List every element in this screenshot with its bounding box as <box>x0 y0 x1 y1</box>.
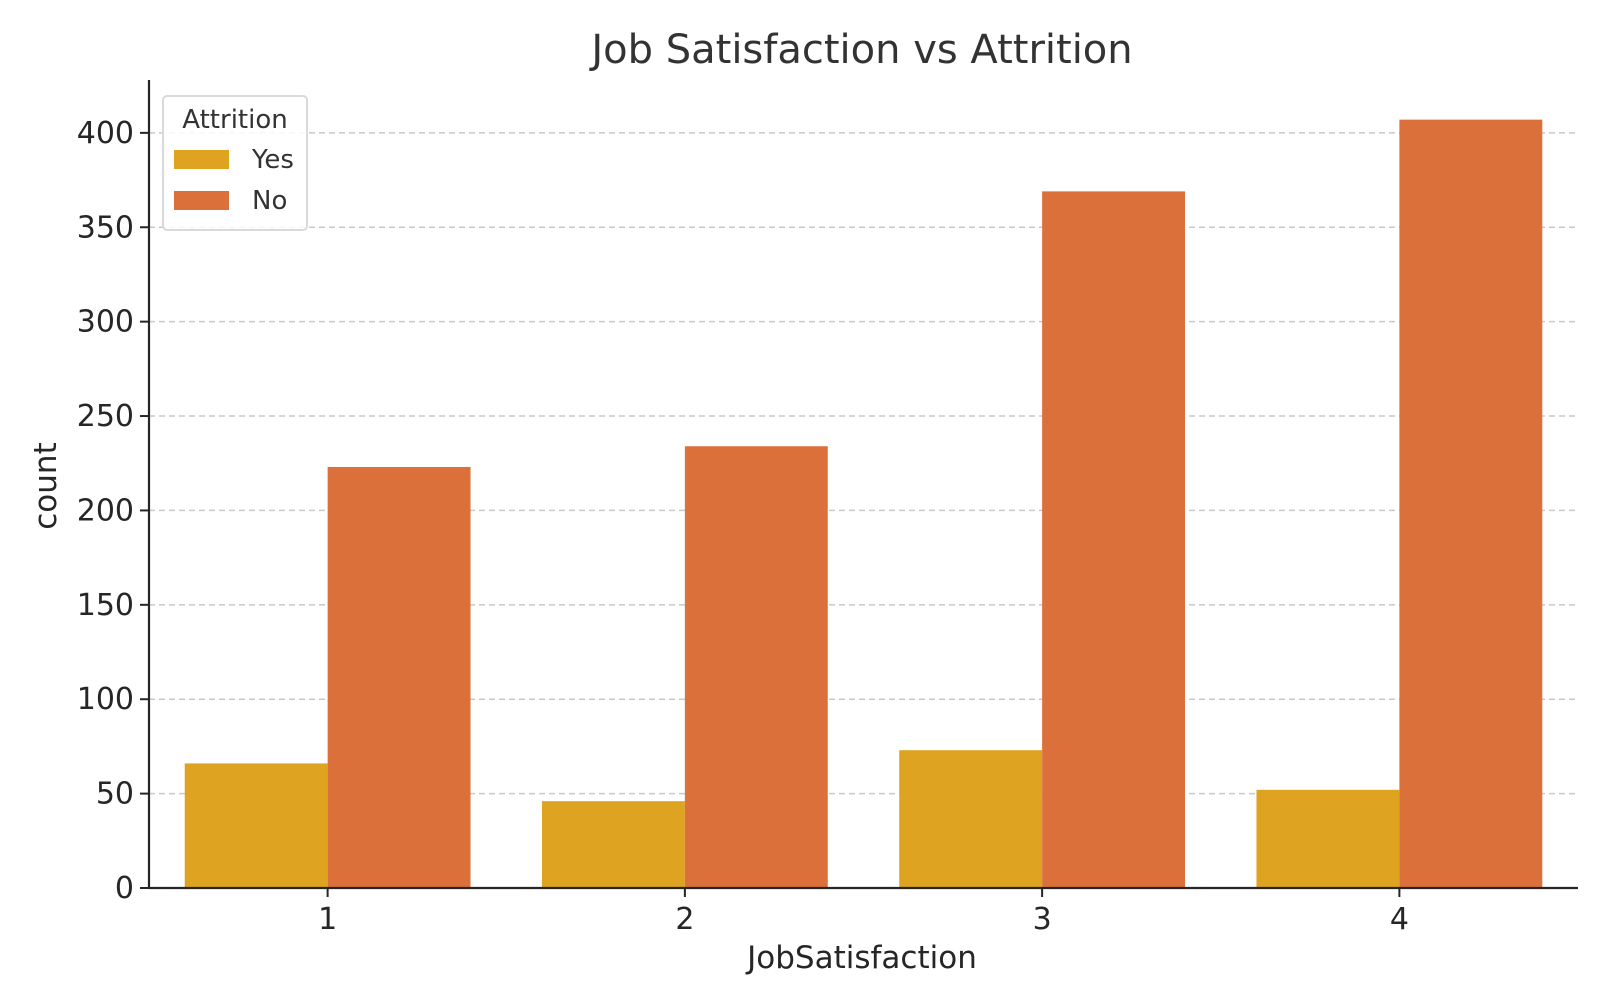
bars <box>184 119 1543 889</box>
x-axis-ticks: 1 2 3 4 <box>318 888 1409 937</box>
y-tick-label: 0 <box>115 871 134 906</box>
legend-label-yes: Yes <box>251 145 294 175</box>
y-tick-label: 150 <box>77 588 134 623</box>
y-tick-label: 250 <box>77 399 134 434</box>
bar-yes-1 <box>184 763 328 888</box>
legend-swatch-no <box>174 191 229 210</box>
y-tick-label: 50 <box>96 777 134 812</box>
bar-yes-2 <box>541 801 685 888</box>
bar-no-4 <box>1399 119 1543 889</box>
x-tick-label: 1 <box>318 902 337 937</box>
grid-lines <box>149 132 1578 795</box>
chart-title: Job Satisfaction vs Attrition <box>588 27 1132 73</box>
y-tick-label: 200 <box>77 493 134 528</box>
legend-label-no: No <box>252 186 287 216</box>
x-tick-label: 3 <box>1033 902 1052 937</box>
y-axis-title: count <box>28 442 64 529</box>
legend-swatch-yes <box>174 150 229 169</box>
legend-entries: Yes No <box>174 145 294 216</box>
bar-yes-3 <box>899 750 1043 888</box>
bar-yes-4 <box>1256 789 1400 888</box>
bar-no-3 <box>1042 191 1186 888</box>
y-tick-label: 400 <box>77 116 134 151</box>
x-axis-title: JobSatisfaction <box>745 940 977 976</box>
legend: Attrition Yes No <box>162 95 308 231</box>
y-axis-ticks: 0 50 100 150 200 250 300 350 400 <box>77 116 149 906</box>
bar-no-2 <box>684 446 828 888</box>
x-tick-label: 4 <box>1390 902 1409 937</box>
legend-title: Attrition <box>182 105 287 135</box>
y-tick-label: 300 <box>77 305 134 340</box>
x-tick-label: 2 <box>675 902 694 937</box>
y-tick-label: 100 <box>77 682 134 717</box>
bar-no-1 <box>327 467 471 888</box>
y-tick-label: 350 <box>77 210 134 245</box>
